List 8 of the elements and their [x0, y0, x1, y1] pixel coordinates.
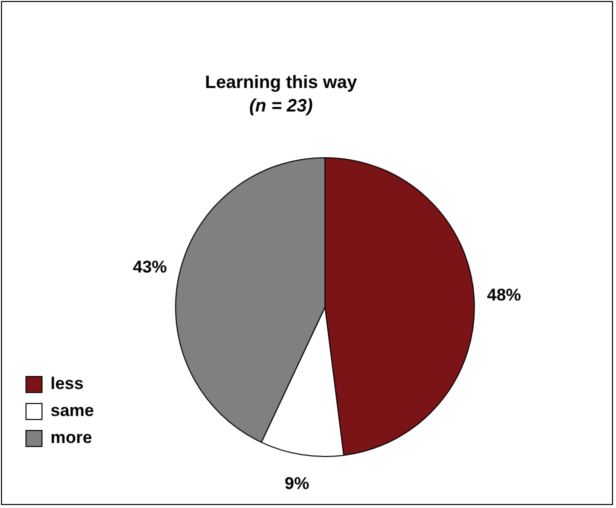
- data-label: 48%: [487, 286, 522, 305]
- chart-subtitle: (n = 23): [249, 95, 313, 116]
- chart-title: Learning this way: [204, 72, 358, 92]
- data-label: 9%: [284, 474, 310, 493]
- legend-label: same: [50, 401, 94, 420]
- legend-label: more: [50, 428, 92, 448]
- data-label: 43%: [132, 258, 167, 277]
- legend-label: less: [50, 374, 84, 394]
